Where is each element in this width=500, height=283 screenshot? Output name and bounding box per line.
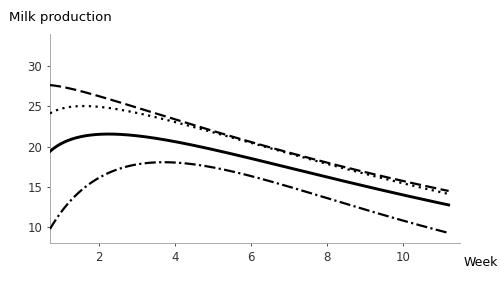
Text: Milk production: Milk production [9,11,112,24]
X-axis label: Week: Week [464,256,498,269]
